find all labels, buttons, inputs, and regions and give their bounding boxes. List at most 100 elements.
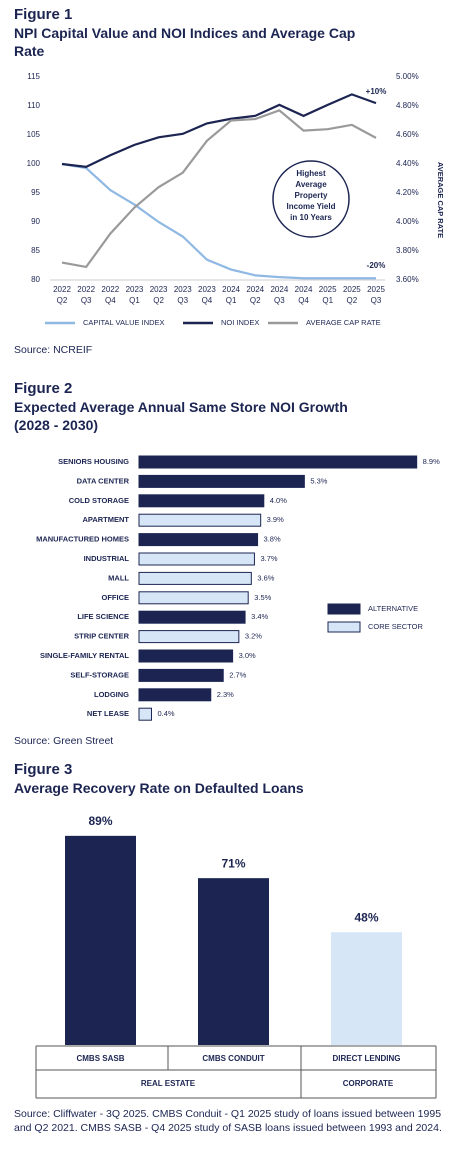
value-label: 48% — [354, 910, 378, 924]
series-line — [61, 162, 376, 280]
y2-tick-label: 4.60% — [396, 130, 419, 139]
chart-title: Expected Average Annual Same Store NOI G… — [14, 399, 348, 433]
x-tick-label: 2025 Q1 — [319, 285, 337, 305]
y2-tick-label: 4.40% — [396, 159, 419, 168]
bar — [138, 513, 262, 527]
y-tick-label: 90 — [31, 217, 40, 226]
y2-tick-label: 5.00% — [396, 72, 419, 81]
legend-label: ALTERNATIVE — [368, 604, 418, 613]
y-tick-label: SELF-STORAGE — [70, 670, 129, 679]
y-tick-label: LIFE SCIENCE — [77, 612, 129, 621]
bar — [138, 610, 246, 624]
y-tick-label: MANUFACTURED HOMES — [36, 535, 129, 544]
x-tick-label: 2022 Q3 — [77, 285, 95, 305]
bar — [138, 668, 224, 682]
bar — [198, 878, 269, 1045]
x-tick-label: 2022 Q4 — [101, 285, 119, 305]
chart-title: Average Recovery Rate on Defaulted Loans — [14, 780, 304, 796]
figure-label: Figure 3 — [14, 761, 72, 778]
y-tick-label: SENIORS HOUSING — [58, 457, 129, 466]
value-label: 2.7% — [229, 670, 246, 679]
y-tick-label: 85 — [31, 246, 40, 255]
annotation: -20% — [367, 261, 386, 270]
value-label: 0.4% — [157, 709, 174, 718]
group-label: CORPORATE — [343, 1079, 394, 1088]
x-tick-label: DIRECT LENDING — [333, 1054, 401, 1063]
y-tick-label: MALL — [108, 573, 129, 582]
x-tick-label: CMBS CONDUIT — [202, 1054, 264, 1063]
y-tick-label: 110 — [27, 101, 40, 110]
bar — [138, 630, 240, 644]
legend-label: CAPITAL VALUE INDEX — [83, 318, 165, 327]
value-label: 2.3% — [217, 690, 234, 699]
y2-axis-label: AVERAGE CAP RATE — [436, 162, 445, 238]
bar — [331, 932, 402, 1045]
y-tick-label: 80 — [31, 275, 40, 284]
source: Source: NCREIF — [14, 344, 92, 356]
value-label: 71% — [221, 856, 245, 870]
figure-label: Figure 2 — [14, 380, 72, 397]
figure-label: Figure 1 — [14, 6, 72, 23]
x-tick-label: CMBS SASB — [76, 1054, 124, 1063]
x-tick-label: 2025 Q2 — [343, 285, 361, 305]
group-label: REAL ESTATE — [141, 1079, 196, 1088]
series-line — [61, 93, 377, 169]
y2-tick-label: 3.60% — [396, 275, 419, 284]
y-tick-label: LODGING — [94, 690, 129, 699]
annotation-circle — [272, 160, 350, 238]
bar — [138, 591, 249, 605]
legend-label: NOI INDEX — [221, 318, 259, 327]
x-tick-label: 2024 Q4 — [295, 285, 313, 305]
y2-tick-label: 4.00% — [396, 217, 419, 226]
legend-label: CORE SECTOR — [368, 622, 423, 631]
x-tick-label: 2023 Q1 — [126, 285, 144, 305]
y-tick-label: NET LEASE — [87, 709, 129, 718]
y-tick-label: 105 — [27, 130, 41, 139]
bar — [138, 474, 305, 488]
y-tick-label: 100 — [27, 159, 41, 168]
bar — [138, 649, 234, 663]
y-tick-label: APARTMENT — [82, 515, 129, 524]
y2-tick-label: 3.80% — [396, 246, 419, 255]
y-tick-label: 115 — [27, 72, 40, 81]
value-label: 89% — [88, 814, 112, 828]
value-label: 5.3% — [310, 476, 327, 485]
x-tick-label: 2022 Q2 — [53, 285, 71, 305]
source: Source: Green Street — [14, 735, 113, 747]
series-line — [61, 109, 377, 269]
bar — [138, 571, 252, 585]
value-label: 8.9% — [423, 457, 440, 466]
y-tick-label: OFFICE — [102, 593, 130, 602]
bar — [138, 533, 259, 547]
y2-tick-label: 4.80% — [396, 101, 419, 110]
value-label: 3.4% — [251, 612, 268, 621]
x-tick-label: 2024 Q2 — [246, 285, 264, 305]
x-tick-label: 2023 Q2 — [150, 285, 168, 305]
x-tick-label: 2023 Q4 — [198, 285, 216, 305]
legend-label: AVERAGE CAP RATE — [306, 318, 381, 327]
value-label: 3.2% — [245, 632, 262, 641]
bar — [138, 707, 152, 721]
value-label: 3.6% — [257, 573, 274, 582]
bar — [138, 455, 418, 469]
bar — [138, 552, 255, 566]
chart-title: NPI Capital Value and NOI Indices and Av… — [14, 25, 355, 59]
value-label: 3.9% — [267, 515, 284, 524]
y-tick-label: STRIP CENTER — [74, 632, 129, 641]
x-tick-label: 2025 Q3 — [367, 285, 385, 305]
annotation: Highest Average Property Income Yield in 10 … — [287, 169, 336, 222]
x-tick-label: 2023 Q3 — [174, 285, 192, 305]
x-tick-label: 2024 Q3 — [270, 285, 288, 305]
value-label: 3.8% — [264, 535, 281, 544]
bar — [65, 835, 136, 1045]
legend-swatch — [327, 621, 361, 633]
value-label: 3.0% — [239, 651, 256, 660]
y-tick-label: DATA CENTER — [77, 476, 130, 485]
y-tick-label: SINGLE-FAMILY RENTAL — [40, 651, 129, 660]
y-tick-label: INDUSTRIAL — [84, 554, 130, 563]
y-tick-label: COLD STORAGE — [69, 496, 129, 505]
y2-tick-label: 4.20% — [396, 188, 419, 197]
source: Source: Cliffwater - 3Q 2025. CMBS Condu… — [14, 1108, 442, 1134]
